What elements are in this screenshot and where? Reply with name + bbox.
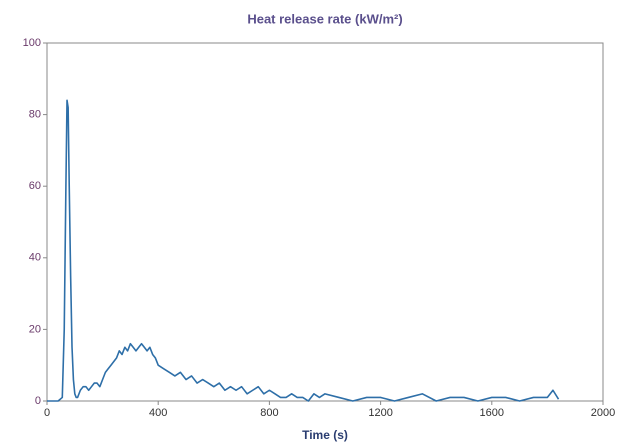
x-tick-label: 1600	[480, 407, 504, 419]
y-tick-label: 0	[35, 395, 41, 407]
chart-title: Heat release rate (kW/m²)	[247, 11, 402, 26]
y-tick-label: 20	[29, 323, 41, 335]
y-tick-label: 80	[29, 109, 41, 121]
x-tick-label: 1200	[368, 407, 392, 419]
x-tick-label: 800	[260, 407, 278, 419]
y-tick-label: 40	[29, 252, 41, 264]
x-tick-label: 2000	[591, 407, 615, 419]
x-tick-label: 0	[44, 407, 50, 419]
y-tick-label: 100	[23, 37, 41, 49]
x-tick-label: 400	[149, 407, 167, 419]
plot-frame	[46, 42, 604, 402]
x-axis-label: Time (s)	[302, 428, 348, 442]
data-line	[47, 99, 560, 402]
y-tick-label: 60	[29, 180, 41, 192]
